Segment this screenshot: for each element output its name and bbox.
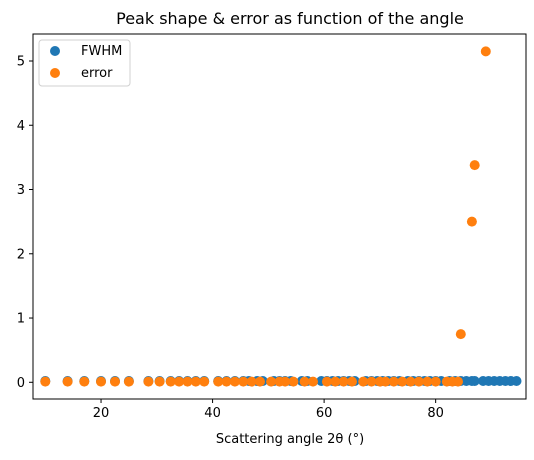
point-error — [308, 376, 318, 387]
y-tick-label: 2 — [17, 247, 25, 262]
point-error — [96, 376, 106, 387]
legend-box — [38, 39, 131, 87]
point-error — [299, 376, 310, 387]
x-tick-label: 80 — [427, 406, 444, 421]
point-error — [366, 376, 377, 387]
point-error — [397, 376, 408, 387]
point-error — [255, 376, 265, 387]
point-error — [358, 376, 369, 387]
legend: FWHM error — [38, 39, 131, 87]
point-error — [422, 376, 433, 387]
point-error — [79, 376, 90, 387]
point-error — [229, 376, 240, 387]
point-error — [380, 376, 391, 387]
point-error — [338, 376, 349, 387]
point-error — [143, 376, 154, 387]
point-error — [238, 376, 249, 387]
point-error — [221, 376, 232, 387]
point-error — [62, 376, 73, 387]
y-tick-label: 0 — [17, 376, 25, 391]
point-error — [190, 376, 201, 387]
point-error — [405, 376, 416, 387]
legend-label-error: error — [81, 66, 113, 81]
series-error — [40, 46, 491, 387]
point-error — [174, 376, 185, 387]
point-error — [165, 376, 176, 387]
y-tick-label: 5 — [17, 54, 25, 69]
point-error — [213, 376, 224, 387]
point-error — [347, 376, 357, 387]
legend-marker-fwhm — [50, 46, 60, 56]
x-tick-label: 60 — [316, 406, 333, 421]
point-error — [123, 376, 134, 387]
point-fwhm — [469, 376, 480, 386]
y-tick-label: 3 — [17, 183, 25, 198]
point-error — [430, 376, 441, 387]
point-error — [288, 376, 299, 387]
point-error — [40, 376, 51, 387]
y-tick-label: 1 — [17, 312, 25, 327]
point-error — [266, 376, 277, 387]
point-error — [330, 376, 341, 387]
legend-label-fwhm: FWHM — [81, 44, 122, 59]
x-tick-label: 20 — [93, 406, 110, 421]
point-error — [453, 376, 463, 387]
point-error — [469, 160, 480, 171]
point-error — [280, 376, 291, 387]
x-axis-label: Scattering angle 2θ (°) — [216, 432, 364, 447]
y-tick-label: 4 — [17, 119, 25, 134]
chart-title: Peak shape & error as function of the an… — [116, 9, 464, 28]
point-error — [199, 376, 210, 387]
x-tick-label: 40 — [204, 406, 221, 421]
point-error — [321, 376, 332, 387]
point-error — [480, 46, 491, 57]
legend-marker-error — [50, 68, 60, 78]
point-error — [110, 376, 120, 387]
point-error — [455, 329, 466, 340]
point-fwhm — [511, 376, 522, 386]
plot-frame — [32, 33, 527, 400]
point-error — [246, 376, 257, 387]
point-error — [182, 376, 193, 387]
point-error — [388, 376, 399, 387]
point-error — [154, 376, 165, 387]
point-error — [413, 376, 424, 387]
point-error — [466, 216, 477, 227]
